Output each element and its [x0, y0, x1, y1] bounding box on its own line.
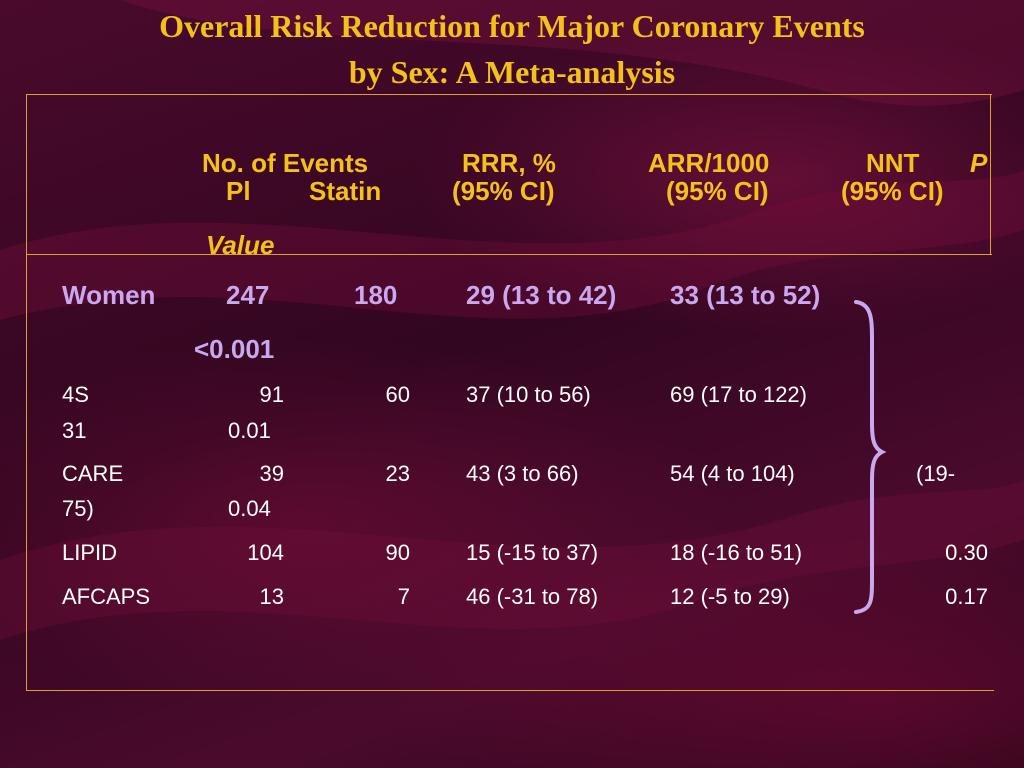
row-4s-pl: 91: [259, 382, 284, 407]
row-lipid-rrr: 15 (-15 to 37): [466, 540, 599, 565]
row-lipid-statin: 90: [385, 540, 410, 565]
row-4s-arr: 69 (17 to 122): [670, 382, 807, 407]
table-border-left: [26, 94, 27, 691]
right-curly-brace: [854, 300, 887, 614]
women-rrr: 29 (13 to 42): [466, 280, 617, 310]
row-lipid-pl: 104: [247, 540, 284, 565]
slide-title-line-1: Overall Risk Reduction for Major Coronar…: [159, 8, 865, 44]
women-p-value: <0.001: [194, 334, 275, 364]
row-afcaps-p: 0.17: [945, 584, 988, 609]
row-care-rrr: 43 (3 to 66): [466, 461, 579, 486]
row-lipid-p: 0.30: [945, 540, 988, 565]
table-border-right: [990, 94, 991, 254]
row-afcaps-statin: 7: [397, 584, 410, 609]
header-divider: [26, 254, 992, 255]
table-border-top: [26, 94, 992, 95]
header-arr: ARR/1000: [648, 148, 770, 178]
slide-title-line-2: by Sex: A Meta-analysis: [348, 54, 676, 90]
row-care-nnt-end: 75): [62, 496, 94, 521]
row-lipid-arr: 18 (-16 to 51): [670, 540, 803, 565]
header-rrr-ci: (95% CI): [452, 176, 555, 206]
header-no-events: No. of Events: [202, 148, 369, 178]
women-statin: 180: [354, 280, 398, 310]
row-care-statin: 23: [385, 461, 410, 486]
women-label: Women: [62, 280, 156, 310]
header-pl: Pl: [226, 176, 251, 206]
header-arr-ci: (95% CI): [666, 176, 769, 206]
row-care-nnt-start: (19-: [916, 461, 956, 486]
header-rrr: RRR, %: [462, 148, 556, 178]
row-afcaps-name: AFCAPS: [62, 584, 151, 609]
header-p: P: [970, 148, 988, 178]
row-care-p: 0.04: [228, 496, 271, 521]
row-afcaps-rrr: 46 (-31 to 78): [466, 584, 599, 609]
row-4s-p: 0.01: [228, 418, 271, 443]
row-afcaps-arr: 12 (-5 to 29): [670, 584, 790, 609]
header-nnt-ci: (95% CI): [841, 176, 944, 206]
row-4s-nnt: 31: [62, 418, 87, 443]
row-4s-rrr: 37 (10 to 56): [466, 382, 591, 407]
table-border-bottom: [26, 690, 994, 691]
header-nnt: NNT: [866, 148, 920, 178]
row-care-name: CARE: [62, 461, 124, 486]
row-4s-name: 4S: [62, 382, 89, 407]
header-statin: Statin: [309, 176, 382, 206]
header-value: Value: [206, 230, 275, 260]
row-4s-statin: 60: [385, 382, 410, 407]
women-arr: 33 (13 to 52): [670, 280, 821, 310]
row-care-arr: 54 (4 to 104): [670, 461, 795, 486]
row-care-pl: 39: [259, 461, 284, 486]
women-pl: 247: [226, 280, 270, 310]
row-lipid-name: LIPID: [62, 540, 118, 565]
row-afcaps-pl: 13: [259, 584, 284, 609]
